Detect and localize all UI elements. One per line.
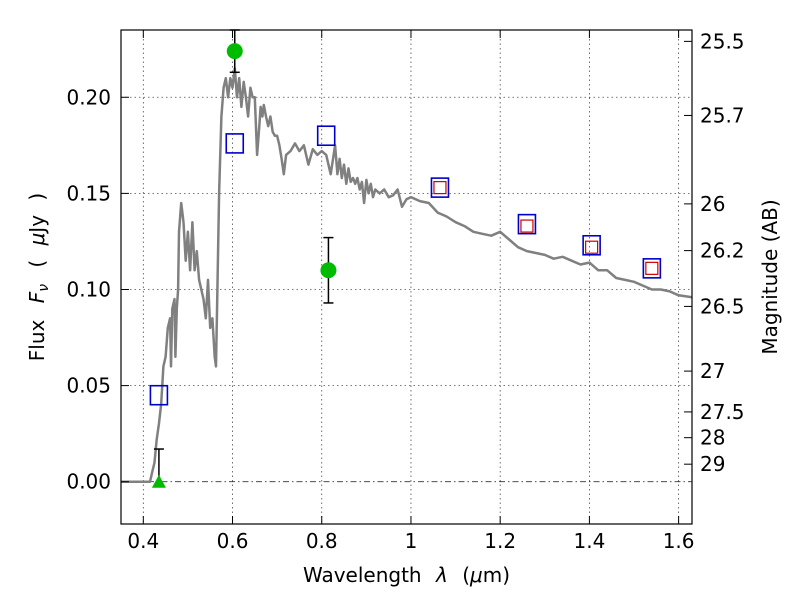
model-photometry-square — [430, 177, 450, 198]
model-photometry-small-square — [645, 261, 659, 275]
model-photometry-square — [225, 133, 245, 154]
x-tick-label: 0.4 — [127, 529, 159, 553]
mag-tick-label: 26 — [700, 192, 725, 216]
x-tick-label: 0.6 — [217, 529, 249, 553]
x-tick-label: 1.2 — [484, 529, 516, 553]
y-tick-label: 0.15 — [66, 181, 111, 205]
upper-limit-triangle — [151, 474, 166, 488]
model-photometry-small-square — [585, 240, 599, 254]
y-tick-label: 0.00 — [66, 470, 111, 494]
x-tick-label: 1.4 — [573, 529, 605, 553]
mag-tick-label: 25.5 — [700, 29, 745, 53]
y-tick-label: 0.05 — [66, 374, 111, 398]
model-photometry-square — [149, 384, 169, 406]
x-axis-title: Wavelength λ (μm) — [303, 563, 510, 587]
magnitude-axis-title: Magnitude (AB) — [758, 199, 782, 354]
y-tick-label: 0.20 — [66, 85, 111, 109]
model-photometry-square — [517, 213, 537, 235]
model-photometry-small-square — [520, 219, 534, 233]
y-axis-title: Flux Fν ( μJy ) — [25, 193, 53, 361]
mag-tick-label: 26.5 — [700, 294, 745, 318]
x-tick-label: 1.6 — [663, 529, 695, 553]
mag-tick-label: 27 — [700, 359, 725, 383]
model-photometry-square — [582, 234, 601, 256]
observed-photometry-point — [226, 43, 243, 60]
sed-model-line — [121, 67, 693, 483]
y-tick-label: 0.10 — [66, 277, 111, 301]
series-layer — [121, 29, 693, 488]
mag-tick-label: 28 — [700, 426, 725, 450]
model-photometry-small-square — [433, 181, 447, 195]
model-photometry-square — [316, 125, 336, 147]
grid-lines — [121, 30, 692, 524]
ticks: 0.4 0.6 0.8 1 1.2 1.4 1.6 0.00 0.05 0.10 0.15 0.20 2… — [66, 29, 744, 553]
observed-photometry-point — [320, 262, 337, 279]
x-tick-label: 1 — [405, 529, 418, 553]
mag-tick-label: 27.5 — [700, 400, 745, 424]
plot-frame — [120, 29, 693, 525]
mag-tick-label: 25.7 — [700, 103, 745, 127]
mag-tick-label: 26.2 — [700, 239, 745, 263]
model-photometry-square — [642, 258, 662, 279]
mag-tick-label: 29 — [700, 452, 725, 476]
x-tick-label: 0.8 — [306, 529, 338, 553]
